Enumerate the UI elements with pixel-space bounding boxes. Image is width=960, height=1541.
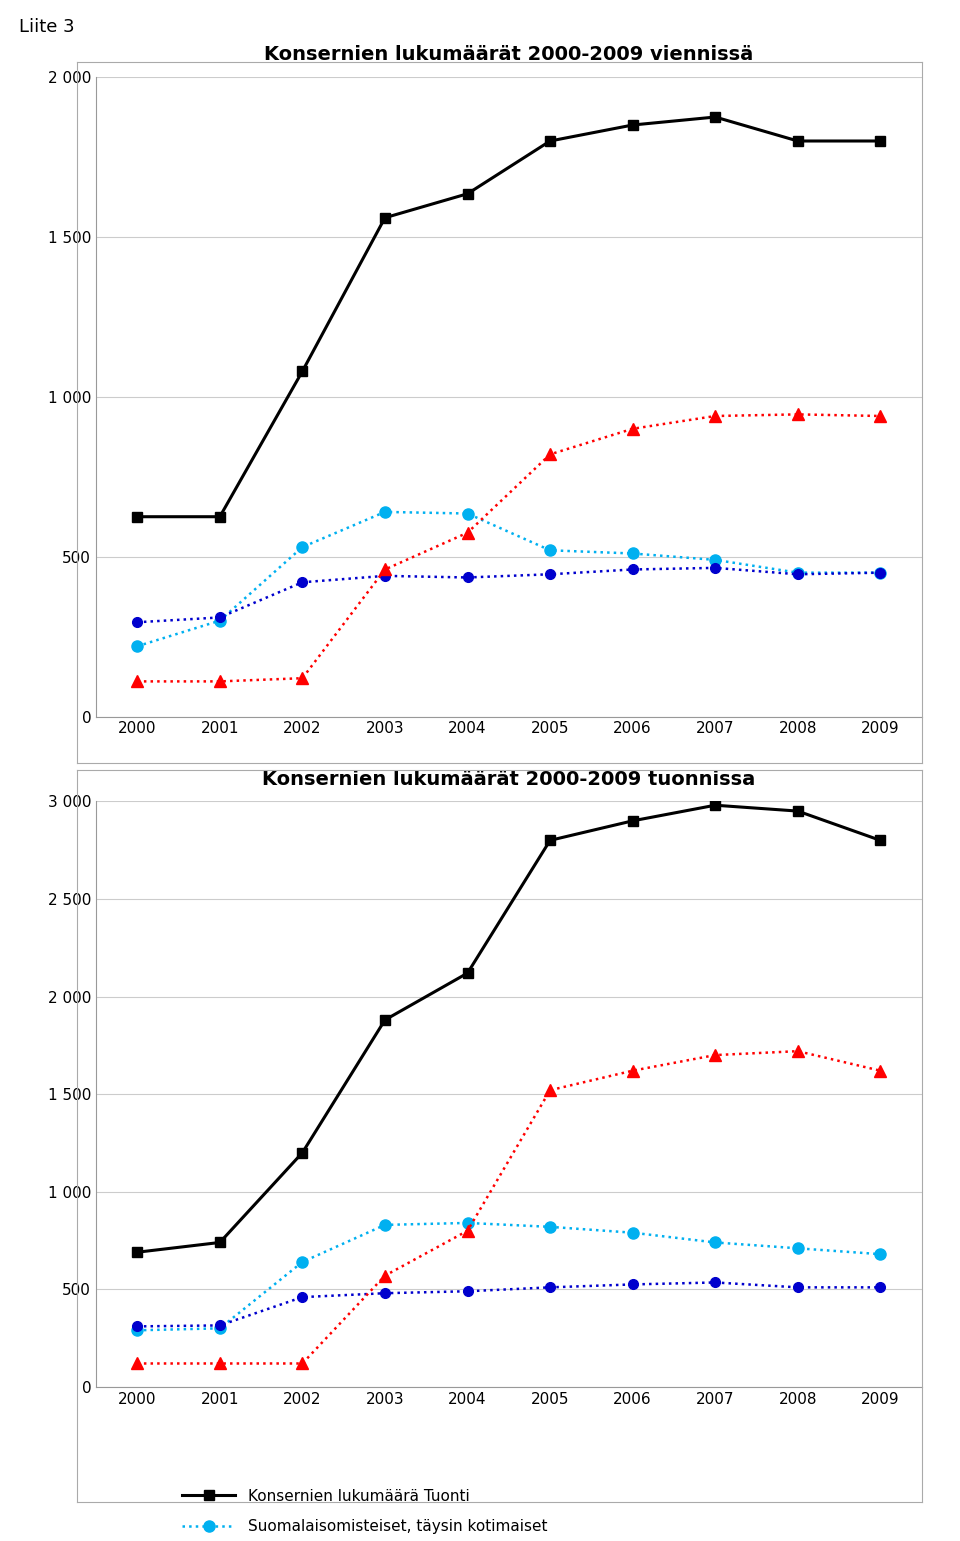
Suomalaisomisteiset, monikansalliset (709, 1273, 721, 1291)
Ulkomaalaisomisteiset (709, 407, 721, 425)
Ulkomaalaisomisteiset (214, 672, 226, 690)
Suomalaisomisteiset, monikansalliset (792, 566, 804, 584)
Suomalaisomisteiset, monikansalliset (875, 564, 886, 582)
Konsernien lukumäärä Vienti (709, 108, 721, 126)
Suomalaisomisteiset, täysin kotimaiset (132, 1321, 143, 1339)
Suomalaisomisteiset, monikansalliset (544, 566, 556, 584)
Ulkomaalaisomisteiset (875, 407, 886, 425)
Konsernien lukumäärä Vienti (379, 208, 391, 227)
Suomalaisomisteiset, täysin kotimaiset (792, 564, 804, 582)
Konsernien lukumäärä Vienti (792, 133, 804, 151)
Suomalaisomisteiset, monikansalliset (297, 573, 308, 592)
Suomalaisomisteiset, täysin kotimaiset (214, 612, 226, 630)
Suomalaisomisteiset, täysin kotimaiset (297, 538, 308, 556)
Ulkomaalaisomisteiset (875, 1062, 886, 1080)
Konsernien lukumäärä Vienti (627, 116, 638, 134)
Suomalaisomisteiset, täysin kotimaiset (627, 544, 638, 562)
Konsernien lukumäärä Tuonti (627, 812, 638, 831)
Line: Konsernien lukumäärä Vienti: Konsernien lukumäärä Vienti (132, 112, 885, 521)
Ulkomaalaisomisteiset (627, 419, 638, 438)
Konsernien lukumäärä Vienti (875, 133, 886, 151)
Line: Suomalaisomisteiset, täysin kotimaiset: Suomalaisomisteiset, täysin kotimaiset (132, 507, 886, 652)
Ulkomaalaisomisteiset (627, 1062, 638, 1080)
Suomalaisomisteiset, monikansalliset (132, 613, 143, 632)
Suomalaisomisteiset, täysin kotimaiset (792, 1239, 804, 1257)
Suomalaisomisteiset, täysin kotimaiset (709, 1233, 721, 1251)
Ulkomaalaisomisteiset (297, 669, 308, 687)
Konsernien lukumäärä Tuonti (709, 797, 721, 815)
Ulkomaalaisomisteiset (792, 405, 804, 424)
Line: Suomalaisomisteiset, täysin kotimaiset: Suomalaisomisteiset, täysin kotimaiset (132, 1217, 886, 1336)
Suomalaisomisteiset, monikansalliset (792, 1277, 804, 1296)
Konsernien lukumäärä Tuonti (462, 963, 473, 982)
Suomalaisomisteiset, täysin kotimaiset (297, 1253, 308, 1271)
Ulkomaalaisomisteiset (379, 561, 391, 579)
Suomalaisomisteiset, monikansalliset (875, 1277, 886, 1296)
Konsernien lukumäärä Tuonti (544, 831, 556, 849)
Konsernien lukumäärä Tuonti (379, 1011, 391, 1029)
Suomalaisomisteiset, täysin kotimaiset (709, 550, 721, 569)
Line: Konsernien lukumäärä Tuonti: Konsernien lukumäärä Tuonti (132, 800, 885, 1257)
Konsernien lukumäärä Vienti (462, 185, 473, 203)
Text: Liite 3: Liite 3 (19, 18, 75, 37)
Ulkomaalaisomisteiset (214, 1355, 226, 1373)
Line: Ulkomaalaisomisteiset: Ulkomaalaisomisteiset (132, 408, 886, 687)
Ulkomaalaisomisteiset (132, 672, 143, 690)
Line: Ulkomaalaisomisteiset: Ulkomaalaisomisteiset (132, 1046, 886, 1368)
Suomalaisomisteiset, täysin kotimaiset (875, 1245, 886, 1264)
Ulkomaalaisomisteiset (709, 1046, 721, 1065)
Suomalaisomisteiset, monikansalliset (297, 1288, 308, 1307)
Suomalaisomisteiset, täysin kotimaiset (214, 1319, 226, 1338)
Suomalaisomisteiset, monikansalliset (132, 1318, 143, 1336)
Konsernien lukumäärä Vienti (544, 133, 556, 151)
Suomalaisomisteiset, täysin kotimaiset (627, 1224, 638, 1242)
Line: Suomalaisomisteiset, monikansalliset: Suomalaisomisteiset, monikansalliset (132, 1277, 885, 1331)
Suomalaisomisteiset, täysin kotimaiset (462, 504, 473, 522)
Suomalaisomisteiset, täysin kotimaiset (462, 1214, 473, 1233)
Ulkomaalaisomisteiset (462, 1222, 473, 1241)
Suomalaisomisteiset, täysin kotimaiset (544, 541, 556, 559)
Suomalaisomisteiset, täysin kotimaiset (544, 1217, 556, 1236)
Line: Suomalaisomisteiset, monikansalliset: Suomalaisomisteiset, monikansalliset (132, 562, 885, 627)
Konsernien lukumäärä Vienti (214, 507, 226, 525)
Konsernien lukumäärä Tuonti (792, 801, 804, 820)
Legend: Konsernien lukumäärä Tuonti, Suomalaisomisteiset, täysin kotimaiset, Suomalaisom: Konsernien lukumäärä Tuonti, Suomalaisom… (170, 1476, 560, 1541)
Suomalaisomisteiset, monikansalliset (379, 1284, 391, 1302)
Legend: Konsernien lukumäärä Vienti, Suomalaisomisteiset, täysin kotimaiset, Suomalaisom: Konsernien lukumäärä Vienti, Suomalaisom… (170, 801, 560, 931)
Ulkomaalaisomisteiset (132, 1355, 143, 1373)
Suomalaisomisteiset, täysin kotimaiset (379, 502, 391, 521)
Konsernien lukumäärä Tuonti (297, 1143, 308, 1162)
Suomalaisomisteiset, monikansalliset (379, 567, 391, 586)
Konsernien lukumäärä Vienti (132, 507, 143, 525)
Suomalaisomisteiset, monikansalliset (214, 609, 226, 627)
Title: Konsernien lukumäärät 2000-2009 viennissä: Konsernien lukumäärät 2000-2009 vienniss… (264, 45, 754, 65)
Konsernien lukumäärä Tuonti (875, 831, 886, 849)
Suomalaisomisteiset, monikansalliset (544, 1277, 556, 1296)
Suomalaisomisteiset, monikansalliset (214, 1316, 226, 1335)
Ulkomaalaisomisteiset (379, 1267, 391, 1285)
Suomalaisomisteiset, täysin kotimaiset (875, 564, 886, 582)
Suomalaisomisteiset, täysin kotimaiset (379, 1216, 391, 1234)
Suomalaisomisteiset, monikansalliset (709, 559, 721, 578)
Ulkomaalaisomisteiset (544, 1080, 556, 1099)
Suomalaisomisteiset, monikansalliset (627, 561, 638, 579)
Ulkomaalaisomisteiset (297, 1355, 308, 1373)
Suomalaisomisteiset, monikansalliset (627, 1276, 638, 1294)
Konsernien lukumäärä Tuonti (132, 1244, 143, 1262)
Konsernien lukumäärä Vienti (297, 362, 308, 381)
Konsernien lukumäärä Tuonti (214, 1233, 226, 1251)
Suomalaisomisteiset, monikansalliset (462, 569, 473, 587)
Ulkomaalaisomisteiset (462, 524, 473, 542)
Title: Konsernien lukumäärät 2000-2009 tuonnissa: Konsernien lukumäärät 2000-2009 tuonniss… (262, 769, 756, 789)
Ulkomaalaisomisteiset (544, 445, 556, 464)
Suomalaisomisteiset, monikansalliset (462, 1282, 473, 1301)
Ulkomaalaisomisteiset (792, 1042, 804, 1060)
Suomalaisomisteiset, täysin kotimaiset (132, 636, 143, 655)
